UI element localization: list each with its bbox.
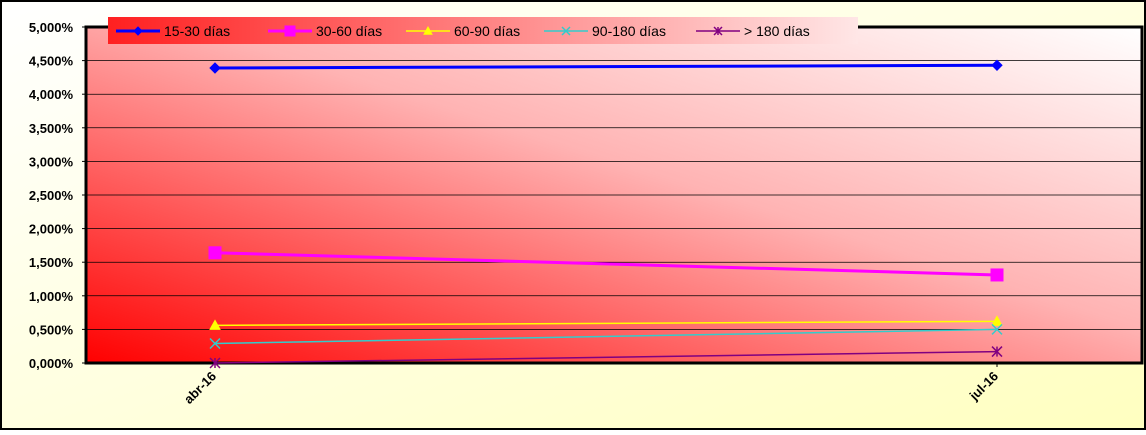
legend-item: 15-30 días bbox=[116, 23, 230, 39]
series-layer bbox=[208, 59, 1004, 369]
y-tick-label: 0,000% bbox=[29, 356, 74, 371]
data-point bbox=[990, 268, 1004, 282]
y-tick-label: 5,000% bbox=[29, 20, 74, 35]
data-point bbox=[209, 337, 221, 350]
data-point bbox=[561, 26, 571, 36]
y-tick-label: 1,500% bbox=[29, 255, 74, 270]
legend-label: 90-180 días bbox=[592, 23, 666, 39]
y-tick-label: 1,000% bbox=[29, 289, 74, 304]
data-point bbox=[209, 319, 221, 330]
y-tick-label: 3,000% bbox=[29, 154, 74, 169]
legend-item: 90-180 días bbox=[544, 23, 666, 39]
data-point bbox=[209, 357, 221, 369]
data-point bbox=[209, 62, 221, 74]
series-line bbox=[208, 246, 1004, 282]
y-axis-ticks: 0,000% 0,500% 1,000% 1,500% 2,000% 2,500% 3,00… bbox=[29, 20, 86, 371]
data-point bbox=[133, 26, 143, 36]
y-tick-label: 2,500% bbox=[29, 188, 74, 203]
data-point bbox=[991, 346, 1003, 358]
series-line bbox=[209, 323, 1003, 350]
y-tick-label: 4,000% bbox=[29, 87, 74, 102]
legend-label: > 180 días bbox=[744, 23, 810, 39]
y-tick-label: 3,500% bbox=[29, 121, 74, 136]
legend-item: 30-60 días bbox=[268, 23, 382, 39]
data-point bbox=[713, 26, 723, 36]
y-tick-label: 0,500% bbox=[29, 322, 74, 337]
legend-item: 60-90 días bbox=[406, 23, 520, 39]
series-line bbox=[209, 346, 1003, 369]
data-point bbox=[991, 59, 1003, 72]
data-point bbox=[991, 315, 1003, 326]
data-point bbox=[284, 25, 296, 37]
legend-label: 15-30 días bbox=[164, 23, 230, 39]
data-point bbox=[991, 323, 1003, 335]
legend-item: > 180 días bbox=[696, 23, 810, 39]
series-line bbox=[209, 315, 1003, 330]
y-tick-label: 2,000% bbox=[29, 222, 74, 237]
data-point bbox=[208, 246, 222, 260]
legend-label: 60-90 días bbox=[454, 23, 520, 39]
gridlines bbox=[86, 60, 1142, 330]
legend: 15-30 días 30-60 días 60-90 días 90-180 día… bbox=[108, 17, 858, 44]
y-tick-label: 4,500% bbox=[29, 54, 74, 69]
data-point bbox=[423, 25, 433, 35]
series-line bbox=[209, 59, 1003, 74]
legend-label: 30-60 días bbox=[316, 23, 382, 39]
